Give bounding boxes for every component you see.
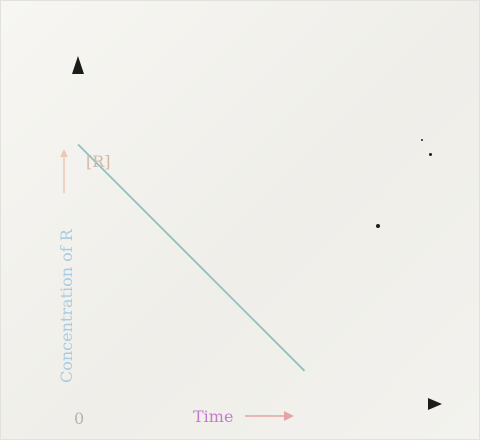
- speck-3: [421, 139, 423, 141]
- x-axis-arrowhead: [428, 398, 442, 410]
- y-axis-arrowhead: [72, 56, 84, 74]
- x-axis-label: Time: [193, 407, 233, 426]
- y-axis-label: Concentration of R: [57, 228, 76, 383]
- concentration-line: [77, 143, 306, 372]
- ylabel-direction-arrow: [60, 149, 68, 193]
- speck-2: [429, 153, 432, 156]
- origin-zero-label: 0: [74, 409, 84, 428]
- xlabel-direction-arrow: [245, 411, 294, 421]
- speck-1: [376, 224, 380, 228]
- initial-concentration-label: [R]: [86, 152, 111, 171]
